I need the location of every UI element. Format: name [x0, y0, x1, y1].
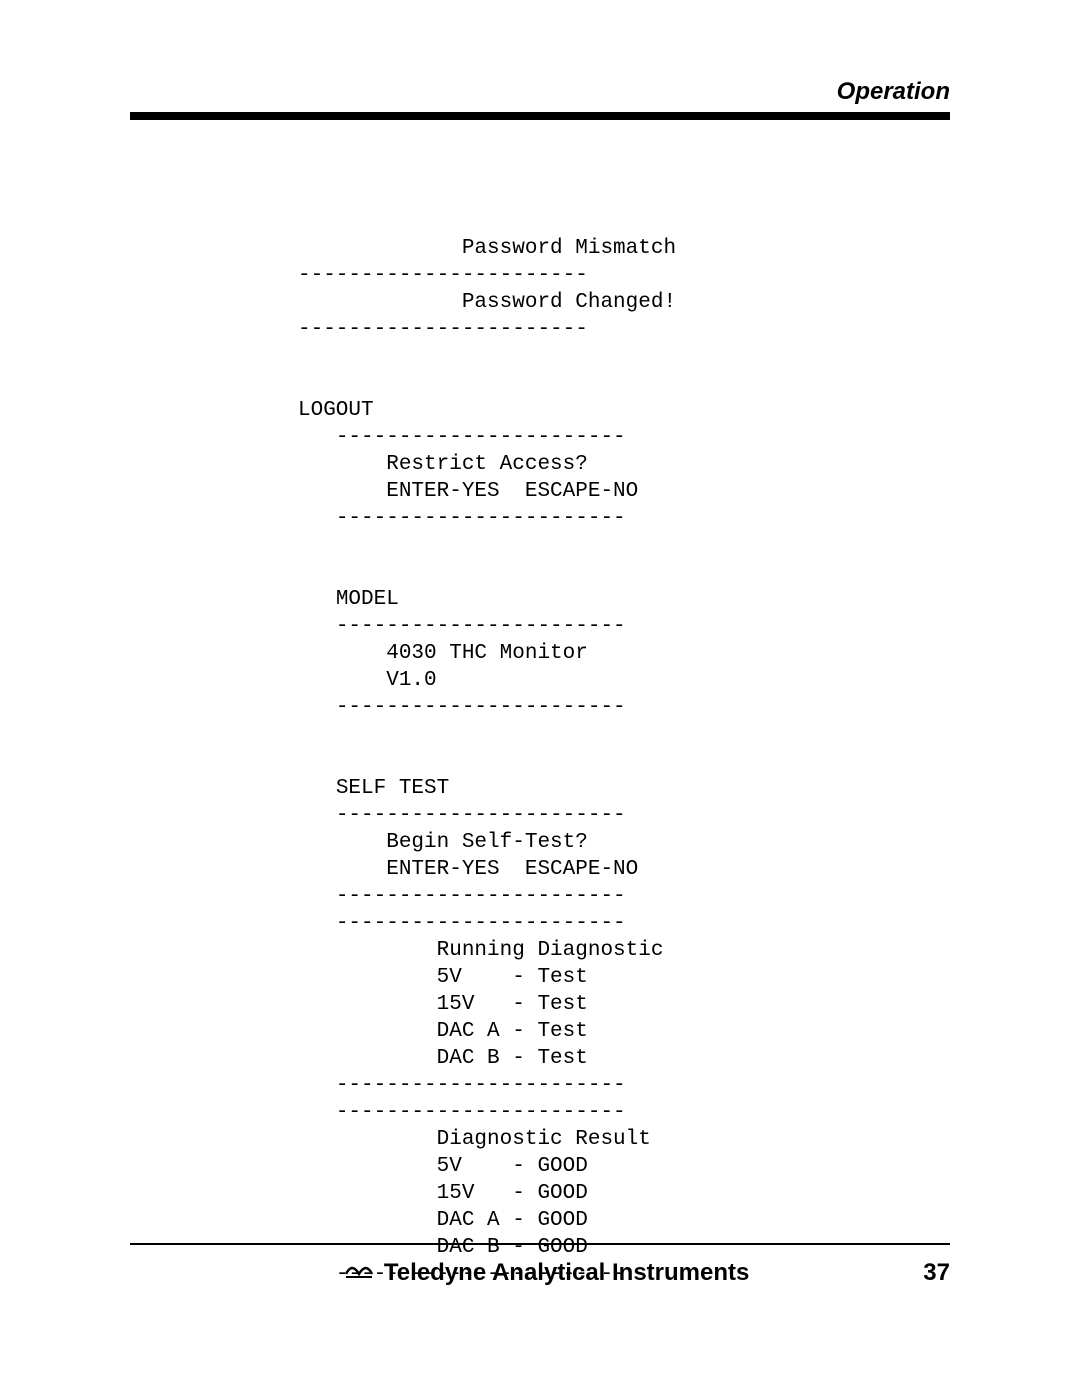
divider: ----------------------- [336, 1074, 626, 1097]
footer-company: Teledyne Analytical Instruments [384, 1259, 749, 1287]
divider: ----------------------- [336, 507, 626, 530]
indent: DAC A - Test [298, 1020, 588, 1043]
model-line2: V1.0 [386, 669, 436, 692]
indent: 5V - GOOD [298, 1155, 588, 1178]
indent: ----------------------- [298, 1074, 626, 1097]
divider: ----------------------- [298, 264, 588, 287]
divider: ----------------------- [336, 426, 626, 449]
selftest-label: SELF TEST [336, 777, 449, 800]
indent: DAC B - Test [298, 1047, 588, 1070]
indent: ----------------------- [298, 912, 626, 935]
indent: 15V - GOOD [298, 1182, 588, 1205]
indent: 4030 THC Monitor [298, 642, 588, 665]
model-label: MODEL [336, 588, 399, 611]
footer-line: Teledyne Analytical Instruments 37 [130, 1245, 950, 1287]
pw-changed-text: Password Changed! [462, 291, 676, 314]
pw-mismatch-text: Password Mismatch [462, 237, 676, 260]
running-l4: DAC B - Test [437, 1047, 588, 1070]
selftest-line1: Begin Self-Test? [386, 831, 588, 854]
logout-line1: Restrict Access? [386, 453, 588, 476]
page-number: 37 [923, 1259, 950, 1287]
indent: ----------------------- [298, 507, 626, 530]
page-header-title: Operation [130, 78, 950, 112]
indent: ENTER-YES ESCAPE-NO [298, 858, 638, 881]
page-footer: Teledyne Analytical Instruments 37 [130, 1243, 950, 1287]
result-title: Diagnostic Result [437, 1128, 651, 1151]
divider: ----------------------- [336, 804, 626, 827]
selftest-line2: ENTER-YES ESCAPE-NO [386, 858, 638, 881]
indent: Begin Self-Test? [298, 831, 588, 854]
indent: MODEL [298, 588, 399, 611]
divider: ----------------------- [336, 615, 626, 638]
pw-changed-line: Password Changed! [298, 291, 676, 314]
indent: V1.0 [298, 669, 437, 692]
result-l2: 15V - GOOD [437, 1182, 588, 1205]
divider: ----------------------- [336, 1101, 626, 1124]
indent: ENTER-YES ESCAPE-NO [298, 480, 638, 503]
indent: SELF TEST [298, 777, 449, 800]
indent: Running Diagnostic [298, 939, 663, 962]
indent: 15V - Test [298, 993, 588, 1016]
indent: DAC A - GOOD [298, 1209, 588, 1232]
running-l3: DAC A - Test [437, 1020, 588, 1043]
model-line1: 4030 THC Monitor [386, 642, 588, 665]
indent: Restrict Access? [298, 453, 588, 476]
result-l1: 5V - GOOD [437, 1155, 588, 1178]
indent: Diagnostic Result [298, 1128, 651, 1151]
indent: ----------------------- [298, 885, 626, 908]
divider: ----------------------- [336, 885, 626, 908]
divider: ----------------------- [336, 696, 626, 719]
footer-left: Teledyne Analytical Instruments [344, 1259, 749, 1287]
logout-label: LOGOUT [298, 399, 374, 422]
teledyne-logo-icon [344, 1259, 374, 1287]
running-l2: 15V - Test [437, 993, 588, 1016]
indent: ----------------------- [298, 426, 626, 449]
document-page: Operation Password Mismatch ------------… [0, 0, 1080, 1397]
divider: ----------------------- [336, 912, 626, 935]
pw-mismatch-line: Password Mismatch [298, 237, 676, 260]
running-l1: 5V - Test [437, 966, 588, 989]
logout-line2: ENTER-YES ESCAPE-NO [386, 480, 638, 503]
result-l3: DAC A - GOOD [437, 1209, 588, 1232]
page-body: Password Mismatch ----------------------… [130, 120, 950, 1288]
indent: ----------------------- [298, 804, 626, 827]
indent: ----------------------- [298, 696, 626, 719]
indent: ----------------------- [298, 615, 626, 638]
running-title: Running Diagnostic [437, 939, 664, 962]
header-rule [130, 112, 950, 120]
divider: ----------------------- [298, 318, 588, 341]
indent: ----------------------- [298, 1101, 626, 1124]
indent: 5V - Test [298, 966, 588, 989]
